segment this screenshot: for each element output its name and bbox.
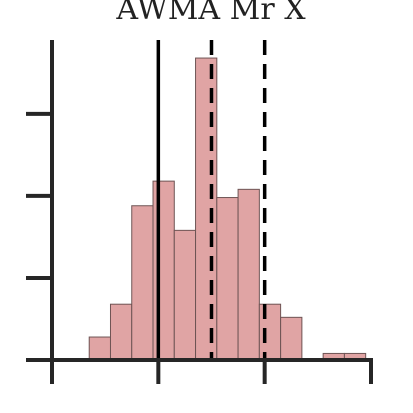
chart-title: AWMA Mr X: [115, 0, 306, 27]
histogram-bar-0: [88, 336, 111, 361]
histogram-bar-9: [280, 316, 303, 361]
histogram-bar-1: [109, 303, 133, 361]
histogram-bar-8: [258, 303, 282, 361]
histogram-bar-6: [216, 197, 239, 361]
histogram-bars: [88, 57, 367, 361]
axes: [26, 40, 373, 384]
histogram-bar-2: [131, 205, 154, 361]
reference-lines: [156, 40, 267, 360]
histogram-bar-7: [237, 188, 260, 361]
histogram-bar-4: [173, 229, 197, 361]
histogram-bar-5: [195, 57, 218, 361]
histogram-bar-3: [152, 180, 175, 361]
